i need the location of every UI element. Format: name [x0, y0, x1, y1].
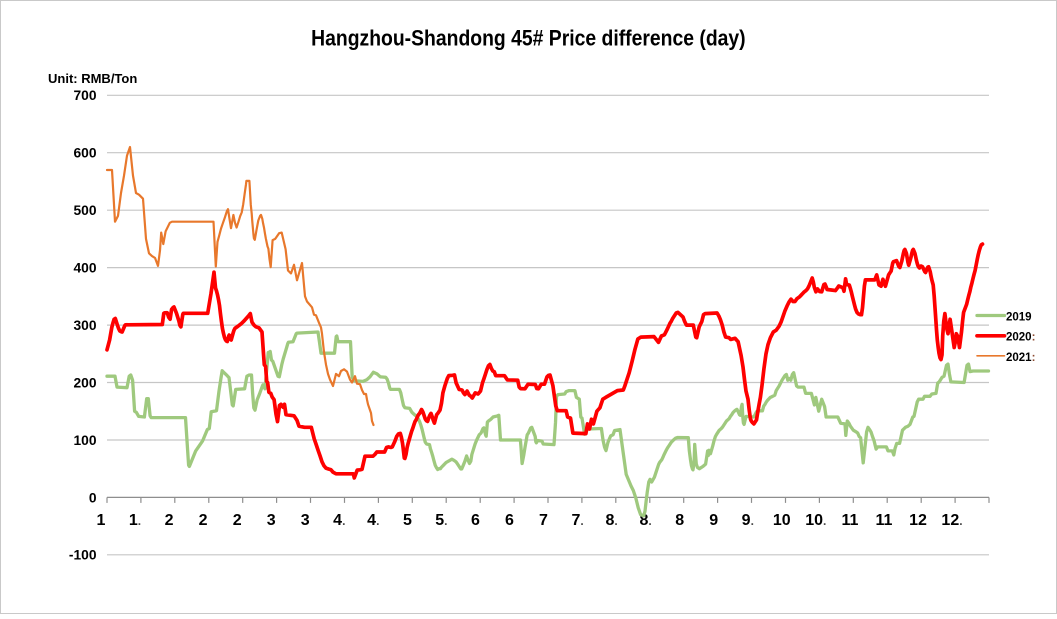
svg-text:4.: 4. — [367, 512, 379, 529]
svg-text:7: 7 — [539, 512, 548, 529]
svg-text:6: 6 — [505, 512, 514, 529]
svg-text:Hangzhou-Shandong 45# Price di: Hangzhou-Shandong 45# Price difference (… — [311, 26, 746, 51]
svg-text:12: 12 — [909, 512, 927, 529]
svg-text:3: 3 — [301, 512, 310, 529]
svg-text:2019: 2019 — [1006, 312, 1032, 324]
svg-text:-100: -100 — [69, 548, 97, 563]
svg-text:0: 0 — [89, 490, 97, 505]
svg-text:1.: 1. — [129, 512, 141, 529]
svg-text:2: 2 — [165, 512, 174, 529]
svg-text:9.: 9. — [742, 512, 754, 529]
svg-text:200: 200 — [73, 375, 96, 390]
svg-text:9: 9 — [709, 512, 718, 529]
svg-text:8.: 8. — [605, 512, 617, 529]
svg-text:2021:: 2021: — [1006, 352, 1035, 364]
svg-text:700: 700 — [73, 88, 96, 103]
svg-text:10.: 10. — [805, 512, 826, 529]
svg-text:7.: 7. — [571, 512, 583, 529]
svg-text:2: 2 — [233, 512, 242, 529]
svg-text:600: 600 — [73, 146, 96, 161]
svg-text:10: 10 — [773, 512, 791, 529]
svg-text:1: 1 — [97, 512, 106, 529]
svg-text:2: 2 — [199, 512, 208, 529]
svg-text:400: 400 — [73, 261, 96, 276]
svg-text:8: 8 — [675, 512, 684, 529]
svg-text:11: 11 — [841, 512, 858, 529]
svg-text:12.: 12. — [941, 512, 962, 529]
svg-text:11: 11 — [875, 512, 892, 529]
svg-text:Unit: RMB/Ton: Unit: RMB/Ton — [48, 71, 137, 86]
svg-text:3: 3 — [267, 512, 276, 529]
svg-text:6: 6 — [471, 512, 480, 529]
svg-text:5: 5 — [403, 512, 412, 529]
svg-text:2020:: 2020: — [1006, 332, 1035, 344]
svg-text:500: 500 — [73, 203, 96, 218]
svg-text:300: 300 — [73, 318, 96, 333]
svg-text:4.: 4. — [333, 512, 345, 529]
svg-text:100: 100 — [73, 433, 96, 448]
svg-text:5.: 5. — [435, 512, 447, 529]
